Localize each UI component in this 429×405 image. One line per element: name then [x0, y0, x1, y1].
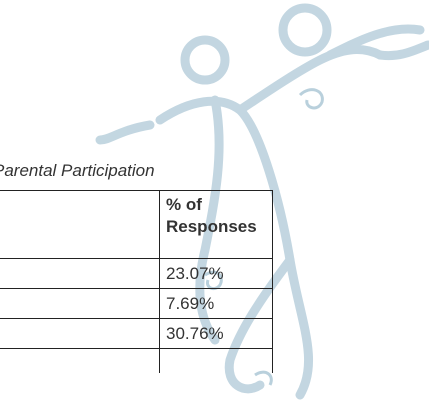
table-row: 30.76%	[0, 319, 273, 349]
data-table: % of Responses 23.07% 7.69% 30.76%	[0, 190, 273, 373]
table-row: 7.69%	[0, 289, 273, 319]
table-cell: 7.69%	[160, 289, 273, 319]
table-cell: 23.07%	[160, 259, 273, 289]
table-cell	[160, 349, 273, 374]
table-cell	[0, 289, 160, 319]
header-row: % of Responses	[0, 191, 273, 259]
document-page: Parental Participation % of Responses 23…	[0, 0, 429, 405]
table-cell	[0, 349, 160, 374]
header-cell	[0, 191, 160, 259]
table-caption: Parental Participation	[0, 161, 155, 181]
table-cell	[0, 319, 160, 349]
table-row: 23.07%	[0, 259, 273, 289]
table-cell	[0, 259, 160, 289]
table-row	[0, 349, 273, 374]
table-cell: 30.76%	[160, 319, 273, 349]
header-cell: % of Responses	[160, 191, 273, 259]
